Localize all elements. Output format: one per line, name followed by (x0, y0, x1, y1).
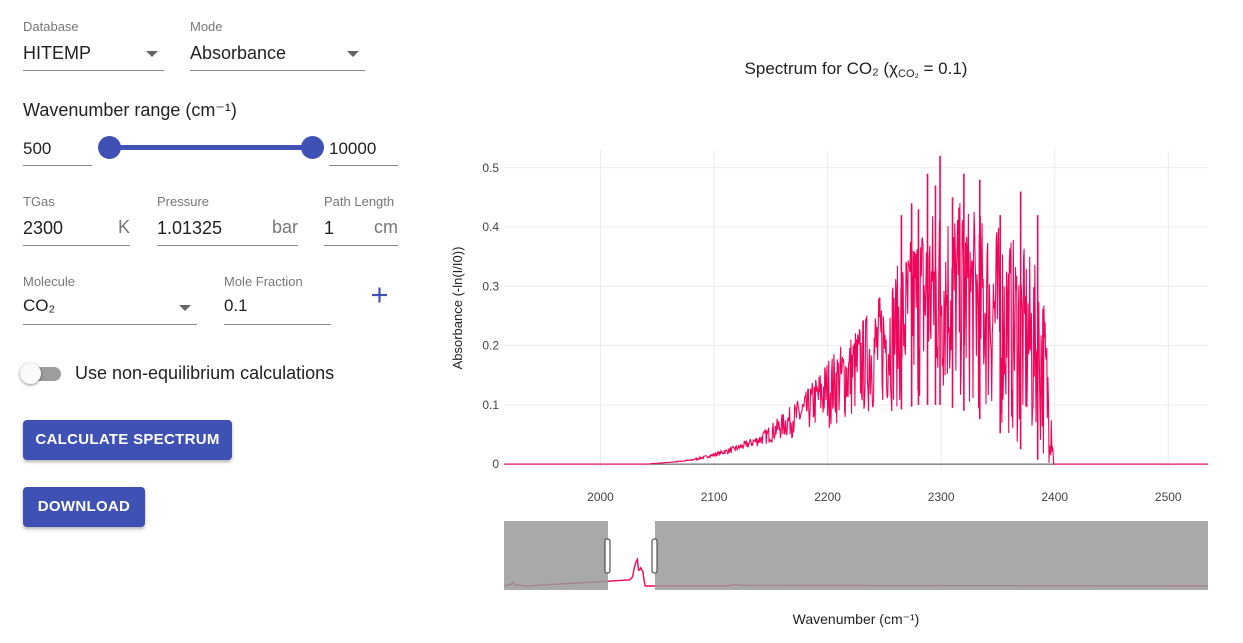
mole-fraction-input[interactable]: 0.1 (224, 292, 331, 324)
wavenumber-slider[interactable] (97, 135, 325, 161)
y-tick-label: 0.3 (482, 279, 499, 293)
wavenumber-min-input[interactable]: 500 (23, 136, 92, 164)
mole-fraction-label: Mole Fraction (224, 274, 303, 289)
y-axis-ticks: 0 0.1 0.2 0.3 0.4 0.5 (482, 161, 499, 471)
database-select[interactable]: HITEMP (23, 36, 164, 72)
wavenumber-min-underline (23, 165, 92, 166)
tgas-unit: K (117, 217, 130, 237)
download-button[interactable]: DOWNLOAD (23, 487, 145, 527)
mole-fraction-underline (224, 324, 331, 325)
mode-select[interactable]: Absorbance (190, 36, 365, 72)
molecule-value: CO₂ (23, 296, 56, 315)
y-axis-label: Absorbance (-ln(I/I0)) (450, 247, 465, 370)
x-tick-label: 2500 (1155, 490, 1182, 504)
chart-title: Spectrum for CO₂ (χCO₂ = 0.1) (745, 59, 968, 80)
chevron-down-icon (347, 51, 359, 57)
wavenumber-range-label: Wavenumber range (cm⁻¹) (23, 100, 237, 120)
chevron-down-icon (179, 305, 191, 311)
x-axis-ticks: 2000 2100 2200 2300 2400 2500 (587, 490, 1182, 504)
pressure-input[interactable]: 1.01325 bar (157, 213, 298, 243)
mode-label: Mode (190, 19, 223, 34)
slider-min-thumb[interactable] (98, 136, 121, 159)
molecule-underline (23, 324, 197, 325)
wavenumber-min-value: 500 (23, 139, 52, 158)
plus-icon (372, 287, 387, 303)
tgas-underline (23, 245, 130, 246)
slider-max-thumb[interactable] (301, 136, 324, 159)
pressure-value: 1.01325 (157, 218, 223, 238)
x-tick-label: 2000 (587, 490, 614, 504)
path-length-underline (324, 245, 398, 246)
x-tick-label: 2100 (701, 490, 728, 504)
overview-right-mask (655, 521, 1208, 590)
spectrum-line (504, 203, 1208, 465)
grid (504, 150, 1208, 470)
x-tick-label: 2200 (814, 490, 841, 504)
mode-underline (190, 70, 365, 71)
range-handle-right[interactable] (651, 538, 658, 574)
y-tick-label: 0.1 (482, 398, 499, 412)
y-tick-label: 0 (492, 457, 499, 471)
path-length-label: Path Length (324, 194, 395, 209)
x-tick-label: 2300 (928, 490, 955, 504)
path-length-unit: cm (374, 217, 398, 237)
pressure-underline (157, 245, 298, 246)
chevron-down-icon (146, 51, 158, 57)
database-value: HITEMP (23, 43, 92, 63)
database-underline (23, 70, 164, 71)
tgas-label: TGas (23, 194, 55, 209)
y-tick-label: 0.2 (482, 339, 499, 353)
pressure-label: Pressure (157, 194, 210, 209)
y-tick-label: 0.4 (482, 220, 499, 234)
y-tick-label: 0.5 (482, 161, 499, 175)
nonequilibrium-toggle[interactable] (20, 362, 64, 386)
path-length-input[interactable]: 1 cm (324, 213, 398, 243)
molecule-label: Molecule (23, 274, 76, 289)
range-selector[interactable] (503, 521, 1208, 590)
overview-left-mask (504, 521, 608, 590)
nonequilibrium-label: Use non-equilibrium calculations (75, 363, 335, 383)
pressure-unit: bar (271, 217, 298, 237)
calculate-spectrum-button[interactable]: CALCULATE SPECTRUM (23, 420, 232, 460)
add-molecule-button[interactable] (364, 280, 394, 310)
mode-value: Absorbance (190, 43, 287, 63)
range-handle-left[interactable] (604, 538, 611, 574)
mole-fraction-value: 0.1 (224, 296, 248, 315)
toggle-thumb (20, 363, 41, 384)
wavenumber-max-input[interactable]: 10000 (329, 136, 398, 164)
tgas-value: 2300 (23, 218, 64, 238)
molecule-select[interactable]: CO₂ (23, 292, 197, 324)
database-label: Database (23, 19, 79, 34)
wavenumber-max-underline (329, 165, 398, 166)
wavenumber-max-value: 10000 (329, 139, 377, 158)
spectrum-trace (504, 155, 1208, 465)
slider-track (109, 145, 313, 150)
path-length-value: 1 (324, 218, 335, 238)
tgas-input[interactable]: 2300 K (23, 213, 130, 243)
x-axis-label: Wavenumber (cm⁻¹) (793, 611, 920, 627)
x-tick-label: 2400 (1041, 490, 1068, 504)
